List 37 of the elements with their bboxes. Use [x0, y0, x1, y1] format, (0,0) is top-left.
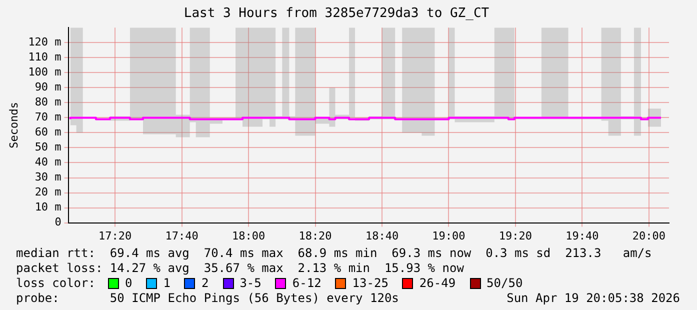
y-tick-label: 30 m [34, 170, 62, 184]
x-tick-label: 17:40 [165, 229, 198, 242]
text: 13-25 [352, 276, 388, 291]
text: 2 [201, 276, 209, 291]
y-axis-title: Seconds [7, 102, 20, 148]
text: probe: 50 ICMP Echo Pings (56 Bytes) every 120s [16, 291, 399, 306]
y-tick-label: 70 m [34, 110, 62, 124]
x-tick-label: 19:40 [566, 229, 599, 242]
y-tick-label: 80 m [34, 96, 62, 109]
y-tick-label: 110 m [28, 50, 62, 64]
text: 6-12 [292, 276, 322, 291]
x-tick-label: 18:20 [298, 229, 332, 242]
y-tick-label: 20 m [34, 186, 62, 199]
x-tick-label: 19:20 [498, 229, 532, 242]
x-tick-label: 19:00 [432, 229, 466, 242]
y-tick-label: 10 m [34, 200, 62, 214]
text: 50/50 [486, 276, 523, 291]
text: 3-5 [240, 276, 262, 291]
y-tick-label: 0 [54, 216, 62, 229]
chart-title: Last 3 Hours from 3285e7729da3 to GZ_CT [184, 6, 490, 22]
x-tick-label: 18:40 [365, 229, 399, 242]
y-tick-label: 40 m [34, 156, 62, 169]
y-tick-label: 100 m [28, 66, 62, 79]
text: Sun Apr 19 20:05:38 2026 [506, 291, 680, 306]
text: 26-49 [419, 276, 456, 291]
y-tick-label: 90 m [34, 80, 62, 94]
text: packet loss: 14.27 % avg 35.67 % max 2.13 % min 15.93 % now [16, 261, 465, 276]
text: 0 [125, 276, 132, 291]
text: 1 [163, 276, 170, 291]
x-tick-label: 20:00 [632, 229, 666, 242]
y-tick-label: 50 m [34, 140, 62, 154]
text: median rtt: 69.4 ms avg 70.4 ms max 68.9 ms min 69.3 ms now 0.3 ms sd 213.3 am/s [16, 246, 653, 261]
x-tick-label: 17:20 [98, 229, 132, 242]
y-tick-label: 60 m [34, 126, 62, 139]
x-tick-label: 18:00 [232, 229, 266, 242]
text: loss color: [16, 276, 96, 291]
y-tick-label: 120 m [28, 35, 62, 48]
